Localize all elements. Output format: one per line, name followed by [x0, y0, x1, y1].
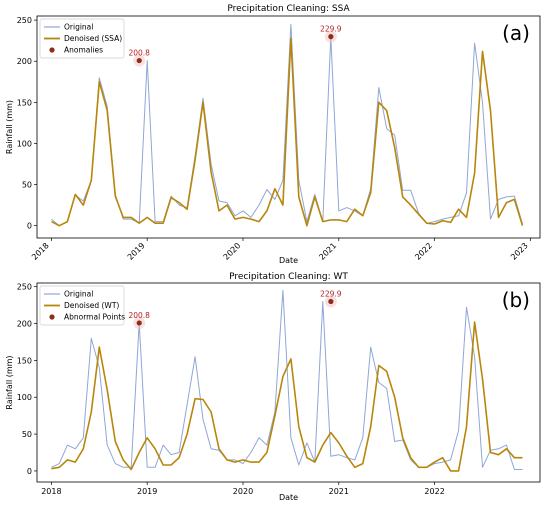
- x-tick-label: 2021: [317, 241, 338, 262]
- series-denoised-line: [51, 321, 523, 472]
- x-tick-label: 2019: [137, 487, 157, 496]
- x-tick-label: 2020: [222, 241, 243, 262]
- x-tick-label: 2023: [509, 241, 530, 262]
- chart-title: Precipitation Cleaning: SSA: [227, 4, 350, 14]
- legend-label: Denoised (WT): [64, 301, 119, 310]
- y-tick-label: 250: [17, 283, 32, 292]
- x-tick-label: 2019: [126, 241, 147, 262]
- legend-box: [39, 18, 125, 59]
- anomaly-label: 229.9: [320, 25, 342, 34]
- anomaly-point: [136, 320, 142, 326]
- y-tick-label: 0: [27, 467, 32, 476]
- x-tick-label: 2021: [329, 487, 349, 496]
- x-axis-title: Date: [279, 493, 298, 502]
- y-tick-label: 0: [27, 222, 32, 231]
- y-tick-label: 100: [17, 393, 32, 402]
- y-tick-label: 100: [17, 139, 32, 148]
- chart-panel-b: Precipitation Cleaning: WT 0 50 100 150 200 25…: [5, 272, 541, 502]
- legend-label: Abnormal Points: [64, 313, 125, 322]
- anomaly-point: [136, 57, 142, 64]
- plot-frame: [36, 15, 541, 239]
- y-tick-label: 200: [17, 57, 32, 66]
- legend-label: Anomalies: [64, 46, 103, 55]
- legend-label: Original: [64, 23, 93, 32]
- y-axis-title: Rainfall (mm): [5, 100, 14, 154]
- anomaly-point: [328, 298, 334, 305]
- y-tick-label: 150: [17, 98, 32, 107]
- series-original-line: [51, 23, 523, 227]
- panel-tag: (b): [502, 288, 530, 312]
- x-tick-label: 2018: [41, 487, 61, 496]
- y-tick-label: 150: [17, 356, 32, 365]
- anomaly-label: 200.8: [128, 311, 150, 320]
- legend-label: Original: [64, 290, 93, 299]
- anomaly-point: [328, 34, 334, 40]
- anomaly-label: 200.8: [128, 49, 150, 58]
- x-tick-label: 2018: [30, 241, 51, 262]
- legend-box: [39, 285, 125, 326]
- y-tick-label: 50: [22, 181, 32, 190]
- y-tick-label: 250: [17, 16, 32, 25]
- x-tick-label: 2022: [424, 487, 444, 496]
- anomaly-label: 229.9: [320, 289, 342, 298]
- y-tick-label: 200: [17, 320, 32, 329]
- series-denoised-line: [51, 37, 524, 227]
- y-tick-label: 50: [22, 430, 32, 439]
- legend-label: Denoised (SSA): [64, 34, 122, 43]
- x-tick-label: 2022: [413, 241, 434, 262]
- x-tick-label: 2020: [233, 487, 253, 496]
- plot-frame: [36, 282, 541, 483]
- chart-panel-a: Precipitation Cleaning: SSA 0 50 100 150 200 2…: [5, 4, 541, 265]
- chart-title: Precipitation Cleaning: WT: [229, 272, 348, 282]
- legend-swatch-anomaly: [49, 47, 55, 53]
- legend-swatch-anomaly: [49, 314, 55, 320]
- panel-tag: (a): [502, 21, 530, 45]
- x-axis-title: Date: [279, 256, 298, 265]
- y-axis-title: Rainfall (mm): [5, 355, 14, 409]
